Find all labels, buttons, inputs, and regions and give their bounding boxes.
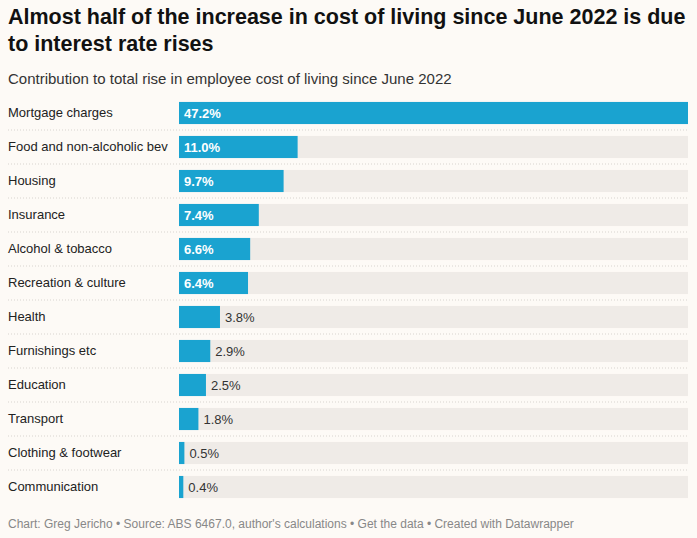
- bar: [179, 136, 298, 158]
- tick-label: Insurance: [8, 207, 65, 222]
- tick: Recreation & culture: [8, 275, 179, 290]
- subtitle: Contribution to total rise in employee c…: [8, 70, 452, 87]
- tick: Clothing & footwear: [8, 445, 179, 460]
- data-label: 1.8%: [203, 412, 233, 427]
- tick: Education: [8, 377, 179, 392]
- row-separator: [8, 266, 688, 267]
- tick-label: Transport: [8, 411, 64, 426]
- tick-label: Education: [8, 377, 66, 392]
- row-separator: [8, 470, 688, 471]
- bar-track: [179, 272, 688, 294]
- tick: Insurance: [8, 207, 179, 222]
- row-separator: [8, 402, 688, 403]
- bar: [179, 238, 250, 260]
- data-labels: 47.2% 11.0% 9.7% 7.4% 6.6% 6.4% 3.8% 2.9% 2.5% 1.…: [184, 106, 255, 495]
- row-separator: [8, 368, 688, 369]
- tick: Alcohol & tobacco: [8, 241, 179, 256]
- bar: [179, 340, 210, 362]
- bar: [179, 442, 184, 464]
- bar: [179, 204, 259, 226]
- tick: Housing: [8, 173, 179, 188]
- footer: Chart: Greg Jericho • Source: ABS 6467.0…: [8, 517, 574, 531]
- data-label: 2.5%: [211, 378, 241, 393]
- data-label: 3.8%: [225, 310, 255, 325]
- data-label: 0.4%: [188, 480, 218, 495]
- row-separator: [8, 198, 688, 199]
- bar: [179, 306, 220, 328]
- data-label: 9.7%: [184, 174, 214, 189]
- tick: Communication: [8, 479, 179, 494]
- bar-track: [179, 306, 688, 328]
- data-label: 2.9%: [215, 344, 245, 359]
- bar-track: [179, 408, 688, 430]
- tick-label: Alcohol & tobacco: [8, 241, 112, 256]
- row-separators: [8, 130, 688, 470]
- bar: [179, 408, 198, 430]
- tick-label: Furnishings etc: [8, 343, 97, 358]
- bar-track: [179, 476, 688, 498]
- row-separator: [8, 436, 688, 437]
- row-separator: [8, 130, 688, 131]
- tick: Food and non-alcoholic bev: [8, 139, 179, 154]
- row-separator: [8, 300, 688, 301]
- title: Almost half of the increase in cost of l…: [8, 4, 693, 58]
- y-axis: Mortgage charges Food and non-alcoholic b…: [8, 105, 179, 494]
- tick-label: Recreation & culture: [8, 275, 126, 290]
- tick-label: Communication: [8, 479, 98, 494]
- row-separator: [8, 232, 688, 233]
- tick-label: Food and non-alcoholic bev: [8, 139, 168, 154]
- bar: [179, 272, 248, 294]
- tick-label: Mortgage charges: [8, 105, 113, 120]
- bar: [179, 476, 183, 498]
- bar: [179, 170, 284, 192]
- bar-track: [179, 136, 688, 158]
- bar-track: [179, 170, 688, 192]
- bar: [179, 374, 206, 396]
- bar-track: [179, 102, 688, 124]
- tick: Furnishings etc: [8, 343, 179, 358]
- tick: Mortgage charges: [8, 105, 179, 120]
- data-label: 7.4%: [184, 208, 214, 223]
- data-label: 6.4%: [184, 276, 214, 291]
- tick: Transport: [8, 411, 179, 426]
- bar-track: [179, 238, 688, 260]
- bar-track: [179, 374, 688, 396]
- data-label: 6.6%: [184, 242, 214, 257]
- data-label: 47.2%: [184, 106, 221, 121]
- bar-track: [179, 442, 688, 464]
- plot-area: [179, 102, 688, 498]
- bar-track: [179, 340, 688, 362]
- bar-track: [179, 204, 688, 226]
- tick-label: Clothing & footwear: [8, 445, 122, 460]
- bar: [179, 102, 688, 124]
- tick-label: Housing: [8, 173, 56, 188]
- data-label: 11.0%: [184, 140, 221, 155]
- chart: Mortgage charges Food and non-alcoholic b…: [0, 0, 697, 538]
- row-separator: [8, 164, 688, 165]
- tick: Health: [8, 309, 179, 324]
- row-separator: [8, 334, 688, 335]
- data-label: 0.5%: [189, 446, 219, 461]
- tick-label: Health: [8, 309, 46, 324]
